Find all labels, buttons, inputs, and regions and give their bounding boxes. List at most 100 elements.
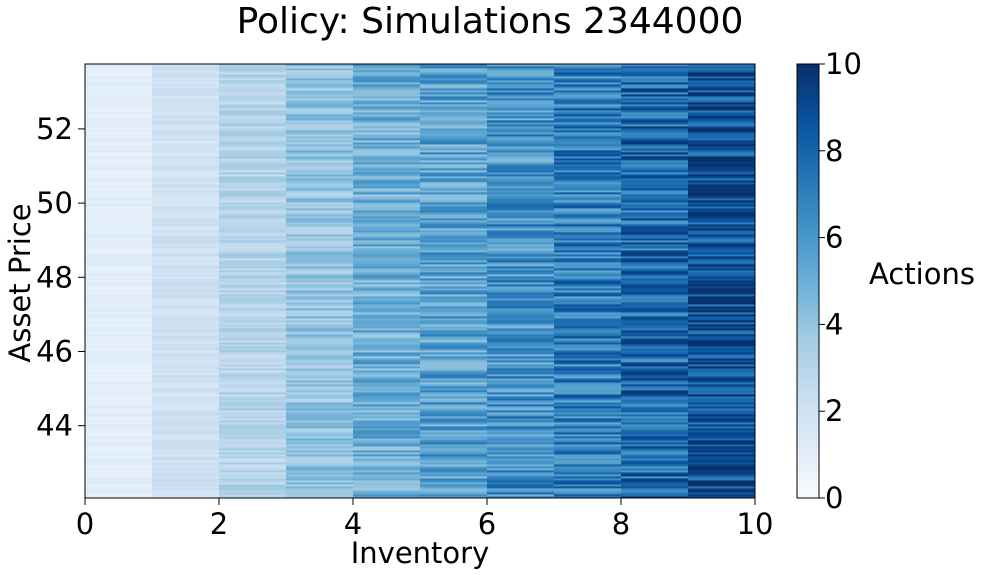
heatmap-cell [554, 100, 622, 103]
heatmap-cell [688, 462, 756, 465]
heatmap-cell [286, 246, 354, 249]
heatmap-cell [554, 478, 622, 481]
heatmap-cell [420, 118, 488, 121]
heatmap-cell [353, 92, 421, 95]
heatmap-cell [353, 138, 421, 141]
heatmap-cell [688, 454, 756, 457]
heatmap-cell [554, 110, 622, 113]
heatmap-cell [353, 332, 421, 335]
heatmap-cell [85, 124, 153, 127]
heatmap-cell [688, 212, 756, 215]
heatmap-cell [286, 324, 354, 327]
heatmap-cell [420, 492, 488, 495]
heatmap-cell [219, 158, 287, 161]
heatmap-cell [554, 392, 622, 395]
heatmap-cell [487, 466, 555, 469]
heatmap-cell [487, 174, 555, 177]
heatmap-cell [420, 480, 488, 483]
heatmap-cell [353, 286, 421, 289]
heatmap-cell [353, 124, 421, 127]
heatmap-cell [353, 240, 421, 243]
heatmap-cell [286, 474, 354, 477]
heatmap-cell [353, 366, 421, 369]
heatmap-cell [353, 114, 421, 117]
heatmap-cell [85, 258, 153, 261]
heatmap-cell [152, 350, 220, 353]
heatmap-cell [152, 100, 220, 103]
heatmap-cell [621, 310, 689, 313]
heatmap-cell [219, 178, 287, 181]
heatmap-cell [85, 488, 153, 491]
heatmap-cell [487, 454, 555, 457]
heatmap-cell [85, 94, 153, 97]
heatmap-cell [85, 72, 153, 75]
heatmap-cell [286, 156, 354, 159]
heatmap-cell [353, 342, 421, 345]
heatmap-cell [621, 274, 689, 277]
heatmap-cell [286, 172, 354, 175]
heatmap-cell [487, 196, 555, 199]
heatmap-cell [554, 314, 622, 317]
heatmap-cell [219, 216, 287, 219]
heatmap-cell [353, 496, 421, 499]
heatmap-cell [286, 164, 354, 167]
heatmap-cell [286, 398, 354, 401]
heatmap-cell [286, 168, 354, 171]
heatmap-cell [152, 412, 220, 415]
heatmap-cell [621, 354, 689, 357]
heatmap-cell [286, 84, 354, 87]
heatmap-cell [554, 78, 622, 81]
heatmap-cell [554, 310, 622, 313]
heatmap-cell [219, 202, 287, 205]
heatmap-cell [487, 200, 555, 203]
heatmap-cell [353, 344, 421, 347]
heatmap-cell [621, 74, 689, 77]
heatmap-cell [621, 200, 689, 203]
heatmap-cell [688, 256, 756, 259]
heatmap-cell [152, 482, 220, 485]
heatmap-cell [353, 450, 421, 453]
heatmap-cell [353, 262, 421, 265]
x-tick-label: 10 [737, 507, 774, 541]
heatmap-cell [621, 286, 689, 289]
heatmap-cell [420, 334, 488, 337]
heatmap-cell [688, 170, 756, 173]
heatmap-cell [621, 364, 689, 367]
heatmap-cell [420, 378, 488, 381]
heatmap-cell [420, 206, 488, 209]
heatmap-cell [286, 408, 354, 411]
heatmap-cell [487, 364, 555, 367]
heatmap-cell [353, 350, 421, 353]
heatmap-cell [286, 104, 354, 107]
heatmap-cell [621, 414, 689, 417]
heatmap-cell [286, 126, 354, 129]
heatmap-cell [219, 76, 287, 79]
heatmap-cell [688, 142, 756, 145]
heatmap-cell [152, 134, 220, 137]
heatmap-cell [554, 362, 622, 365]
heatmap-cell [487, 488, 555, 491]
heatmap-cell [219, 162, 287, 165]
heatmap-cell [621, 326, 689, 329]
heatmap-cell [85, 278, 153, 281]
heatmap-cell [688, 492, 756, 495]
heatmap-cell [219, 448, 287, 451]
heatmap-cell [85, 424, 153, 427]
heatmap-cell [621, 168, 689, 171]
heatmap-cell [487, 384, 555, 387]
heatmap-cell [487, 320, 555, 323]
heatmap-cell [621, 104, 689, 107]
heatmap-cell [353, 236, 421, 239]
heatmap-cell [85, 346, 153, 349]
heatmap-cell [219, 386, 287, 389]
heatmap-cell [286, 306, 354, 309]
heatmap-cell [554, 82, 622, 85]
heatmap-cell [487, 344, 555, 347]
heatmap-cell [487, 374, 555, 377]
heatmap-cell [621, 366, 689, 369]
colorbar-tick-label: 2 [825, 394, 843, 428]
heatmap-cell [621, 154, 689, 157]
heatmap-cell [688, 398, 756, 401]
heatmap-cell [152, 116, 220, 119]
heatmap-cell [85, 152, 153, 155]
